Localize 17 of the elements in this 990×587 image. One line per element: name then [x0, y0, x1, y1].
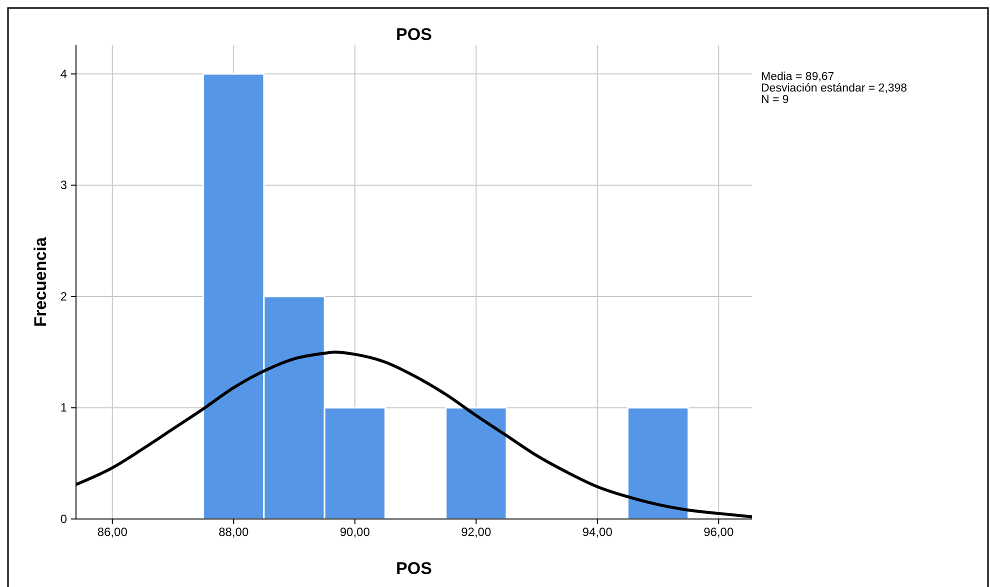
x-tick-label: 86,00: [97, 525, 128, 539]
x-tick-label: 92,00: [461, 525, 492, 539]
text: Desviación estándar = 2,398: [761, 82, 908, 94]
y-tick-label: 0: [60, 512, 68, 526]
x-tick-label: 96,00: [704, 525, 734, 539]
x-tick-label: 94,00: [582, 525, 613, 539]
y-axis-title: Frecuencia: [31, 236, 50, 327]
x-tick-label: 90,00: [340, 525, 370, 539]
y-tick-label: 1: [60, 400, 68, 415]
y-tick-label: 4: [60, 66, 68, 81]
y-tick-label: 3: [60, 178, 68, 192]
y-tick-label: 2: [60, 289, 68, 304]
text: N = 9: [761, 94, 789, 106]
x-axis-title: POS: [396, 559, 432, 578]
x-tick-label: 88,00: [218, 525, 249, 539]
chart-title: POS: [396, 25, 432, 44]
text: Media = 89,67: [761, 71, 834, 83]
